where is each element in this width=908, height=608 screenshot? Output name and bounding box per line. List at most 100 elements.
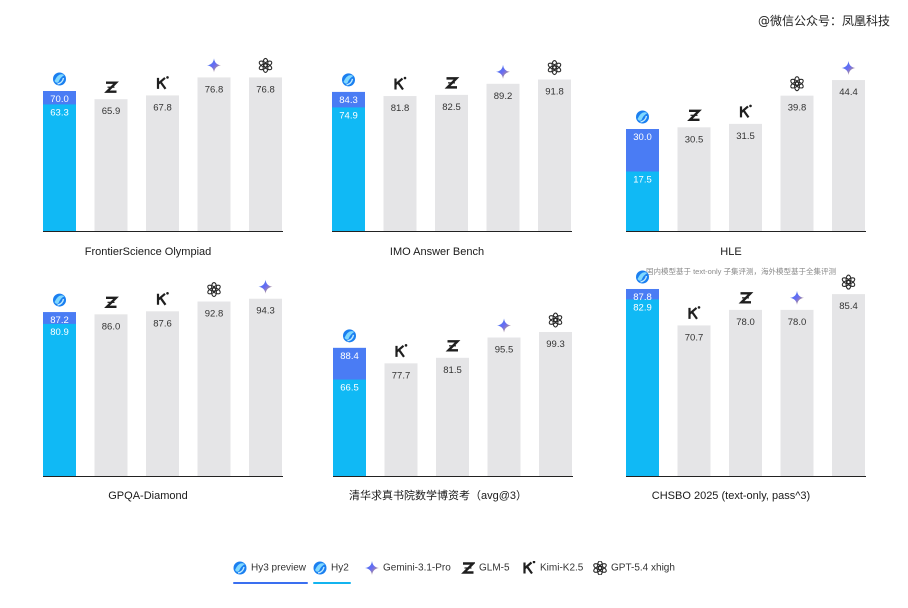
hy-logo-icon [53, 293, 66, 307]
hy-logo-icon [233, 561, 247, 575]
bar-glm-5 [677, 127, 711, 231]
legend-label: Kimi-K2.5 [540, 562, 584, 574]
chart-title: FrontierScience Olympiad [85, 246, 212, 258]
legend-item: Kimi-K2.5 [522, 560, 584, 575]
data-label: 78.0 [736, 317, 755, 328]
gemini-star-icon [365, 561, 379, 575]
data-label: 87.6 [153, 318, 172, 329]
bar-kimi-k2-5 [146, 311, 179, 476]
data-label: 95.5 [495, 345, 514, 356]
bar-glm-5 [94, 99, 128, 231]
data-label-hy3: 84.3 [339, 95, 358, 106]
bars: 84.3 74.9 81.8 82.5 89.2 91.8 [332, 59, 571, 231]
legend-item: Hy2 [313, 561, 351, 584]
data-label-hy3: 87.8 [633, 292, 652, 303]
data-label-hy2: 74.9 [339, 110, 358, 121]
glm-z-icon [687, 109, 702, 122]
chart-panel: 84.3 74.9 81.8 82.5 89.2 91.8 IMO Answer Bench [332, 59, 572, 258]
data-label: 65.9 [102, 106, 121, 117]
data-label: 67.8 [153, 102, 172, 113]
openai-knot-icon [593, 560, 607, 576]
chart-panel: 30.0 17.5 30.5 31.5 39.8 44.4 HLE 国内模型基于 text-o… [626, 61, 866, 276]
bar-gemini-3-1-pro [487, 337, 521, 476]
data-label-hy2: 82.9 [633, 302, 652, 313]
hy-logo-icon [233, 561, 247, 575]
bar-gemini-3-1-pro [780, 309, 814, 476]
bar-gemini-3-1-pro [249, 298, 282, 476]
openai-knot-icon [841, 274, 856, 290]
data-label: 77.7 [392, 370, 411, 381]
openai-knot-icon [547, 59, 562, 76]
legend-item: Hy3 preview [233, 561, 309, 584]
chart-note: 国内模型基于 text-only 子集评测，海外模型基于全集评测 [646, 266, 836, 276]
kimi-k-icon [156, 76, 169, 90]
bar-gpt-5-4-xhigh [780, 95, 814, 232]
data-label: 99.3 [546, 339, 565, 350]
chart-title: GPQA-Diamond [108, 490, 187, 502]
gemini-star-icon [841, 61, 856, 76]
legend: Hy3 preview Hy2 Gemini-3.1-Pro GLM-5 Kimi-K2… [0, 555, 908, 585]
kimi-k-icon [523, 560, 536, 575]
data-label: 82.5 [442, 102, 461, 113]
chart-panel: 87.280.9 86.0 87.6 92.8 94.3 GPQA-Diamond [43, 279, 283, 502]
data-label-hy3: 88.4 [340, 351, 359, 362]
bar-glm-5 [436, 357, 469, 476]
bar-gpt-5-4-xhigh [197, 301, 231, 476]
glm-z-icon [738, 292, 754, 304]
data-label: 81.8 [391, 103, 410, 114]
hy-logo-icon [342, 73, 355, 87]
data-label: 76.8 [256, 84, 275, 95]
bar-gemini-3-1-pro [832, 80, 865, 231]
gemini-star-icon [497, 318, 511, 333]
bar-gemini-3-1-pro [486, 83, 520, 231]
openai-knot-icon [593, 560, 607, 576]
data-label: 89.2 [494, 91, 513, 102]
data-label: 94.3 [256, 306, 275, 317]
data-label: 91.8 [545, 87, 564, 98]
bars: 88.4 66.5 77.7 81.5 95.5 99.3 [333, 312, 572, 476]
hy-logo-icon [53, 72, 66, 86]
legend-underline [313, 582, 351, 584]
data-label-hy3: 30.0 [633, 132, 652, 143]
legend-item: Gemini-3.1-Pro [365, 561, 451, 575]
bar-gemini-3-1-pro [197, 77, 231, 232]
glm-z-icon [445, 340, 461, 352]
openai-knot-icon [790, 76, 804, 92]
bar-kimi-k2-5 [677, 325, 711, 476]
data-label-hy2: 17.5 [633, 175, 652, 186]
data-label: 81.5 [443, 365, 462, 376]
kimi-k-icon [394, 76, 407, 91]
data-label: 70.7 [685, 332, 704, 343]
chart-panel: 87.882.9 70.7 78.0 78.0 85.4 CHSBO 2025 (text… [626, 270, 866, 502]
bar-hy2 [626, 171, 659, 231]
bar-gpt-5-4-xhigh [832, 294, 865, 476]
kimi-k-icon [739, 104, 752, 119]
gemini-star-icon [790, 290, 804, 305]
bar-gpt-5-4-xhigh [249, 77, 282, 232]
hy-logo-icon [636, 270, 649, 284]
legend-item: GPT-5.4 xhigh [593, 560, 675, 576]
bar-glm-5 [729, 309, 762, 476]
bar-gpt-5-4-xhigh [539, 332, 572, 476]
data-label: 86.0 [102, 321, 121, 332]
gemini-star-icon [365, 561, 379, 575]
glm-z-icon [104, 81, 119, 93]
glm-z-icon [461, 562, 476, 574]
bar-hy2 [332, 107, 365, 231]
legend-label: GLM-5 [479, 562, 510, 574]
gemini-star-icon [496, 64, 510, 79]
glm-z-icon [461, 562, 476, 574]
legend-underline [233, 582, 309, 584]
legend-label: GPT-5.4 xhigh [611, 562, 675, 574]
bar-kimi-k2-5 [384, 363, 418, 476]
data-label: 30.5 [685, 134, 704, 145]
bars: 87.882.9 70.7 78.0 78.0 85.4 [626, 270, 865, 476]
hy-logo-icon [343, 329, 356, 343]
chart-title: CHSBO 2025 (text-only, pass^3) [652, 490, 810, 502]
legend-item: GLM-5 [461, 561, 510, 575]
bar-kimi-k2-5 [729, 123, 762, 231]
hy-logo-icon [313, 561, 327, 575]
data-label-hy2: 80.9 [50, 327, 69, 338]
data-label-hy2: 66.5 [340, 383, 359, 394]
watermark-text: @微信公众号：凤凰科技 [757, 14, 890, 28]
